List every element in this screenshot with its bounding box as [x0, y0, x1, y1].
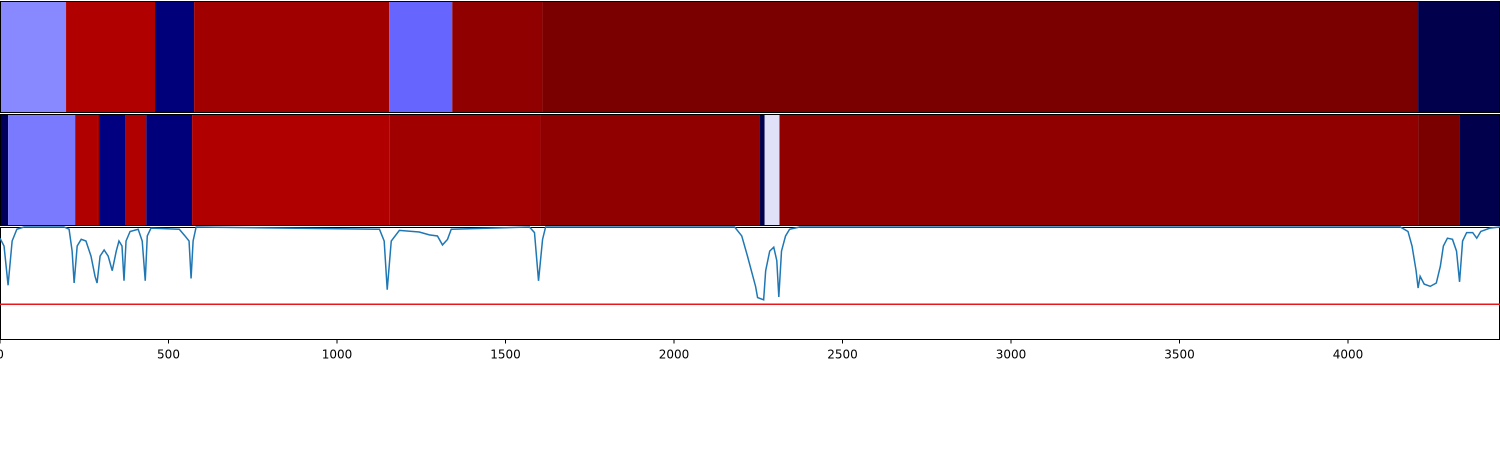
heat-cell: [97, 114, 100, 226]
heat-cell: [66, 1, 156, 113]
heat-cell: [779, 114, 1419, 226]
x-tick-label: 0: [0, 348, 4, 362]
heat-cell: [99, 114, 126, 226]
heat-cell: [759, 114, 765, 226]
heat-cell: [194, 1, 390, 113]
x-tick-label: 3000: [996, 348, 1027, 362]
heat-cell: [155, 1, 195, 113]
heat-cell: [0, 114, 9, 226]
heat-cell: [192, 114, 390, 226]
data-line: [0, 226, 1500, 301]
heat-cell: [0, 1, 67, 113]
x-tick-label: 3500: [1164, 348, 1195, 362]
x-tick-label: 500: [157, 348, 180, 362]
x-tick-label: 4000: [1333, 348, 1364, 362]
x-tick-label: 2500: [827, 348, 858, 362]
heat-cell: [1418, 114, 1460, 226]
heat-cell: [540, 114, 760, 226]
heat-cell: [8, 114, 76, 226]
heat-cell: [146, 114, 193, 226]
heat-cell: [75, 114, 98, 226]
x-tick-label: 2000: [659, 348, 690, 362]
heat-cell: [389, 114, 541, 226]
heat-cell: [1418, 1, 1500, 113]
x-tick-label: 1500: [490, 348, 521, 362]
heat-cell: [764, 114, 780, 226]
heat-cell: [542, 1, 1419, 113]
heat-cell: [452, 1, 543, 113]
heat-cell: [1459, 114, 1500, 226]
heat-cell: [389, 1, 453, 113]
heat-cell: [125, 114, 147, 226]
x-tick-label: 1000: [322, 348, 353, 362]
plot-frame: [0, 227, 1500, 340]
